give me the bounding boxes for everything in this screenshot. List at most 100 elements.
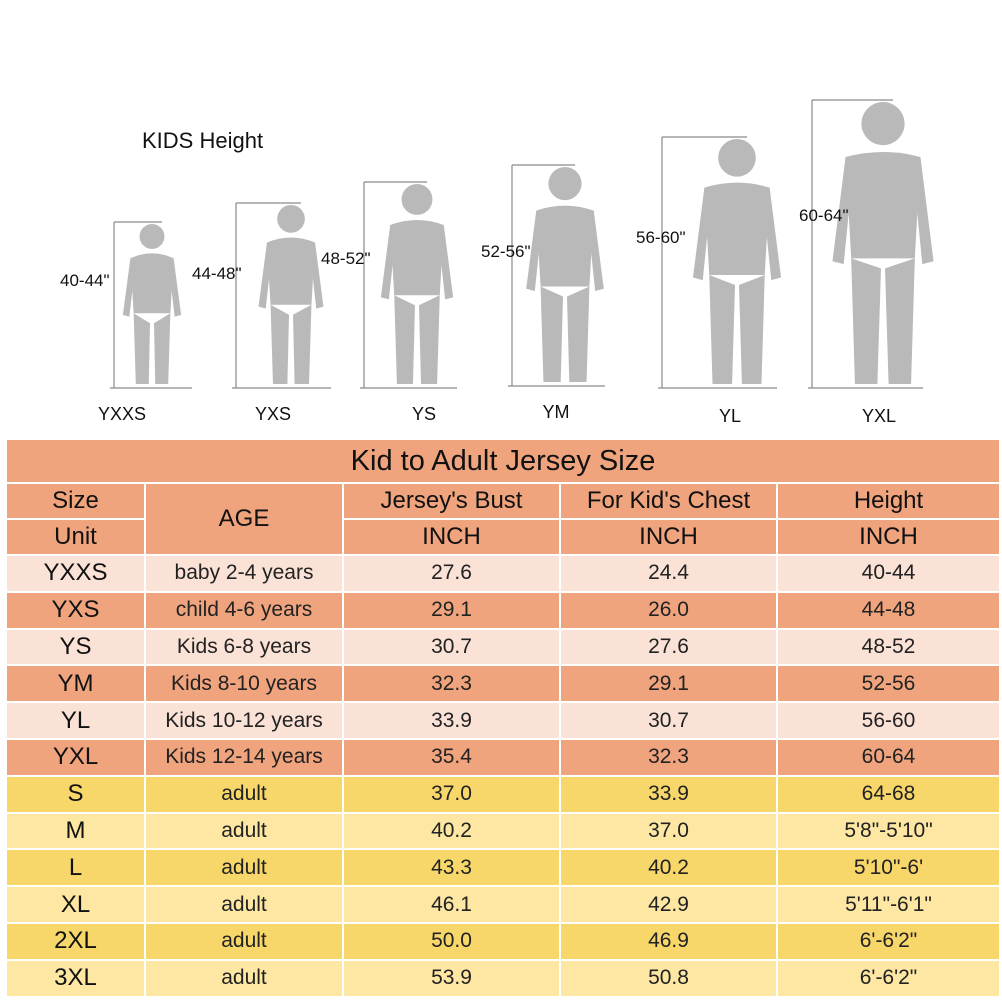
child-right-arm-yl xyxy=(763,187,782,281)
table-row: YXL Kids 12-14 years 35.4 32.3 60-64 xyxy=(7,739,1000,775)
cell-age: adult xyxy=(146,923,342,959)
cell-height: 6'-6'2" xyxy=(778,923,1000,959)
cell-bust: 29.1 xyxy=(344,592,559,628)
cell-height: 6'-6'2" xyxy=(778,960,1000,996)
cell-size: YXS xyxy=(7,592,144,628)
table-row: YL Kids 10-12 years 33.9 30.7 56-60 xyxy=(7,703,1000,738)
cell-chest: 37.0 xyxy=(561,813,776,849)
child-right-arm-ym xyxy=(587,210,604,291)
child-torso-yxl xyxy=(845,151,921,259)
cell-chest: 42.9 xyxy=(561,887,776,922)
height-label-yxxs: 40-44" xyxy=(60,271,110,290)
child-left-arm-yxs xyxy=(258,242,272,309)
child-right-arm-ys xyxy=(438,225,454,300)
child-left-leg-yxl xyxy=(851,258,881,384)
cell-height: 5'8"-5'10" xyxy=(778,813,1000,849)
size-label-yxs: YXS xyxy=(254,404,292,424)
cell-bust: 50.0 xyxy=(344,923,559,959)
child-head-yxl xyxy=(861,102,905,146)
cell-height: 60-64 xyxy=(778,739,1000,775)
cell-height: 56-60 xyxy=(778,703,1000,738)
child-torso-yxxs xyxy=(130,253,174,314)
header-size: Size xyxy=(7,484,144,518)
header-age: AGE xyxy=(146,484,342,554)
child-head-yxs xyxy=(277,205,305,233)
cell-age: adult xyxy=(146,776,342,812)
height-label-yxs: 44-48" xyxy=(192,264,242,283)
cell-chest: 40.2 xyxy=(561,850,776,886)
child-right-leg-yxs xyxy=(293,304,312,384)
cell-height: 5'11"-6'1" xyxy=(778,887,1000,922)
child-left-leg-yl xyxy=(709,275,735,384)
header-bust-unit: INCH xyxy=(344,520,559,554)
table-row: 3XL adult 53.9 50.8 6'-6'2" xyxy=(7,960,1000,996)
table-row: YXXS baby 2-4 years 27.6 24.4 40-44 xyxy=(7,556,1000,591)
cell-height: 48-52 xyxy=(778,629,1000,665)
cell-size: 3XL xyxy=(7,960,144,996)
child-right-leg-yxl xyxy=(885,258,915,384)
child-left-leg-ys xyxy=(394,295,415,384)
cell-chest: 50.8 xyxy=(561,960,776,996)
child-right-leg-ym xyxy=(567,286,590,382)
cell-age: Kids 6-8 years xyxy=(146,629,342,665)
cell-age: child 4-6 years xyxy=(146,592,342,628)
size-label-ys: YS xyxy=(411,404,436,424)
cell-age: Kids 10-12 years xyxy=(146,703,342,738)
height-label-yl: 56-60" xyxy=(636,228,686,247)
cell-height: 5'10"-6' xyxy=(778,850,1000,886)
child-left-arm-yxl xyxy=(832,156,854,265)
child-left-arm-yxxs xyxy=(122,258,135,317)
figures-title: KIDS Height xyxy=(142,128,264,153)
cell-chest: 32.3 xyxy=(561,739,776,775)
cell-bust: 40.2 xyxy=(344,813,559,849)
height-label-ys: 48-52" xyxy=(321,249,371,268)
jersey-size-table: Kid to Adult Jersey Size Size AGE Jersey… xyxy=(5,438,1001,998)
child-right-arm-yxl xyxy=(912,156,934,265)
header-chest-unit: INCH xyxy=(561,520,776,554)
size-label-yxxs: YXXS xyxy=(97,404,147,424)
height-label-yxl: 60-64" xyxy=(799,206,849,225)
cell-bust: 53.9 xyxy=(344,960,559,996)
child-left-leg-yxxs xyxy=(133,313,150,384)
cell-chest: 26.0 xyxy=(561,592,776,628)
cell-bust: 30.7 xyxy=(344,629,559,665)
cell-height: 44-48 xyxy=(778,592,1000,628)
table-row: YS Kids 6-8 years 30.7 27.6 48-52 xyxy=(7,629,1000,665)
child-left-leg-yxs xyxy=(270,304,289,384)
table-row: YXS child 4-6 years 29.1 26.0 44-48 xyxy=(7,592,1000,628)
child-head-ym xyxy=(548,167,582,201)
cell-chest: 46.9 xyxy=(561,923,776,959)
child-torso-yl xyxy=(704,182,770,276)
child-right-leg-ys xyxy=(419,295,440,384)
child-left-arm-ym xyxy=(526,210,543,291)
header-unit: Unit xyxy=(7,520,144,554)
cell-size: XL xyxy=(7,887,144,922)
cell-age: adult xyxy=(146,813,342,849)
child-torso-ym xyxy=(536,205,594,287)
cell-bust: 43.3 xyxy=(344,850,559,886)
cell-bust: 35.4 xyxy=(344,739,559,775)
child-left-arm-yl xyxy=(692,187,711,281)
cell-chest: 27.6 xyxy=(561,629,776,665)
kids-height-figures: KIDS Height 40-44" 44-48" 48-52" 52-56" … xyxy=(0,0,1002,432)
cell-size: YS xyxy=(7,629,144,665)
cell-size: YM xyxy=(7,666,144,702)
cell-height: 52-56 xyxy=(778,666,1000,702)
cell-age: Kids 12-14 years xyxy=(146,739,342,775)
table-title: Kid to Adult Jersey Size xyxy=(7,440,1000,482)
child-right-leg-yl xyxy=(739,275,765,384)
cell-age: adult xyxy=(146,887,342,922)
cell-bust: 37.0 xyxy=(344,776,559,812)
child-head-yxxs xyxy=(139,224,165,249)
cell-chest: 24.4 xyxy=(561,556,776,591)
cell-age: adult xyxy=(146,960,342,996)
child-head-ys xyxy=(401,184,433,215)
cell-bust: 33.9 xyxy=(344,703,559,738)
child-left-leg-ym xyxy=(540,286,563,382)
size-label-ym: YM xyxy=(542,402,570,422)
cell-size: S xyxy=(7,776,144,812)
cell-size: YXXS xyxy=(7,556,144,591)
